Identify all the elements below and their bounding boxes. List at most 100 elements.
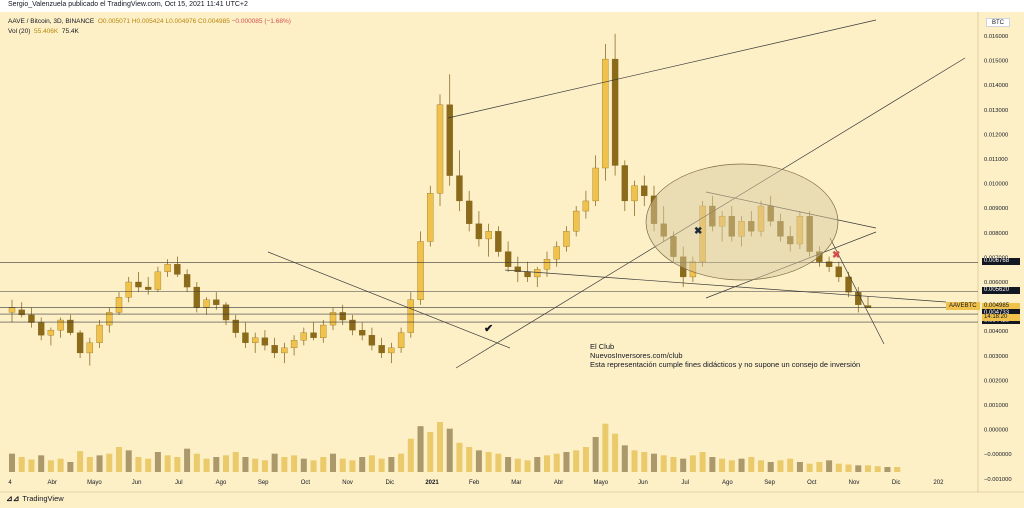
volume-bar [261, 460, 268, 472]
candle-body [18, 309, 25, 316]
volume-bar [680, 458, 687, 472]
volume-bar [796, 462, 803, 472]
volume-bar [47, 460, 54, 472]
candle-body [388, 347, 395, 354]
volume-bar [621, 445, 628, 472]
x-tick-label: Sep [258, 480, 269, 486]
candle-body [164, 264, 171, 273]
y-tick-label: 0.016000 [984, 34, 1008, 40]
y-tick-label: 0.004000 [984, 329, 1008, 335]
candle-body [329, 312, 337, 326]
volume-bar [806, 463, 813, 472]
volume-bar [787, 458, 794, 472]
volume-bar [281, 457, 288, 472]
volume-bar [845, 464, 852, 472]
volume-bar [641, 452, 648, 472]
volume-bar [271, 453, 278, 472]
candle-body [475, 223, 483, 240]
candle-body [397, 332, 405, 349]
volume-bar [28, 459, 35, 472]
chart-area[interactable] [0, 12, 1024, 508]
publisher-text: Sergio_Valenzuela publicado el TradingVi… [8, 1, 248, 8]
tradingview-logo[interactable]: ⊿⊿ TradingView [6, 494, 64, 503]
y-tick-label: −0.000000 [984, 452, 1012, 458]
volume-bar [767, 462, 774, 472]
candle-body [310, 332, 317, 338]
volume-bar [475, 450, 482, 472]
volume-bar [719, 458, 726, 472]
candle-body [222, 304, 230, 321]
candle-body [855, 291, 862, 305]
candle-body [125, 281, 132, 298]
x-tick-label: Oct [301, 480, 311, 486]
volume-bar [339, 458, 346, 472]
volume-bar [86, 457, 93, 472]
volume-bar [826, 460, 833, 472]
y-tick-label: 0.006000 [984, 280, 1008, 286]
volume-bar [232, 452, 239, 472]
ohlc-high: H0.005424 [131, 18, 164, 25]
volume-bar [407, 438, 414, 472]
volume-bar [524, 460, 531, 472]
candle-body [8, 307, 16, 313]
volume-bar [203, 458, 210, 472]
candle-body [183, 274, 191, 288]
x-tick-label: 202 [933, 480, 944, 486]
candle-body [534, 269, 541, 278]
y-tick-label: 0.015000 [984, 59, 1008, 65]
volume-bar [368, 455, 375, 472]
volume-bar [174, 457, 181, 472]
x-tick-label: Ago [216, 480, 227, 486]
y-tick-label: −0.001000 [984, 477, 1012, 483]
y-tick-label: 0.012000 [984, 132, 1008, 138]
y-tick-label: 0.003000 [984, 354, 1008, 360]
candle-body [242, 332, 249, 343]
y-tick-label: 0.002000 [984, 378, 1008, 384]
volume-bar [388, 457, 395, 472]
y-tick-label: 0.010000 [984, 182, 1008, 188]
currency-badge[interactable]: BTC [986, 18, 1010, 27]
volume-bar [213, 457, 220, 472]
volume-bar [145, 458, 152, 472]
annotation-line2: NuevosInversores.com/club [590, 351, 683, 360]
price-level-tag: 0.004985 [982, 302, 1020, 310]
trendline [829, 237, 885, 345]
candle-body [115, 297, 123, 313]
volume-bar [184, 448, 191, 472]
check-mark: ✔ [484, 323, 493, 335]
candle-body [407, 299, 414, 333]
candle-body [553, 246, 560, 260]
x-tick-label: Oct [807, 480, 817, 486]
candle-body [631, 185, 638, 202]
annotation-line3: Esta representación cumple fines didácti… [590, 360, 861, 369]
volume-bar [193, 453, 200, 472]
volume-bar [864, 465, 872, 472]
candle-body [252, 337, 259, 343]
candle-body [417, 241, 424, 300]
volume-bar [709, 457, 716, 472]
volume-bar [534, 457, 541, 472]
x-tick-label: Nov [849, 480, 860, 486]
candlestick-chart[interactable]: 0.016000 0.015000 0.014000 0.013000 0.012000… [0, 12, 1024, 508]
candle-body [203, 299, 210, 308]
volume-header: Vol (20) 55.406K 75.4K [8, 28, 79, 35]
highlight-ellipse [645, 163, 839, 281]
candle-body [261, 337, 269, 346]
y-tick-label: 0.013000 [984, 108, 1008, 114]
candle-body [67, 319, 74, 333]
x-tick-label: Dic [892, 480, 901, 486]
candle-body [641, 185, 648, 197]
candle-body [466, 200, 473, 224]
countdown-tag: 14:18:20 [982, 313, 1020, 321]
volume-bar [359, 457, 366, 472]
volume-bar [125, 450, 132, 472]
candle-body [320, 324, 327, 338]
candle-body [76, 332, 84, 354]
x-tick-label: Mayo [593, 480, 608, 486]
candle-body [135, 281, 142, 288]
candle-body [621, 165, 628, 202]
candle-body [86, 342, 93, 354]
price-level-tag: 0.004733 [982, 309, 1020, 317]
candle-body [524, 271, 531, 278]
volume-bar [436, 422, 444, 472]
